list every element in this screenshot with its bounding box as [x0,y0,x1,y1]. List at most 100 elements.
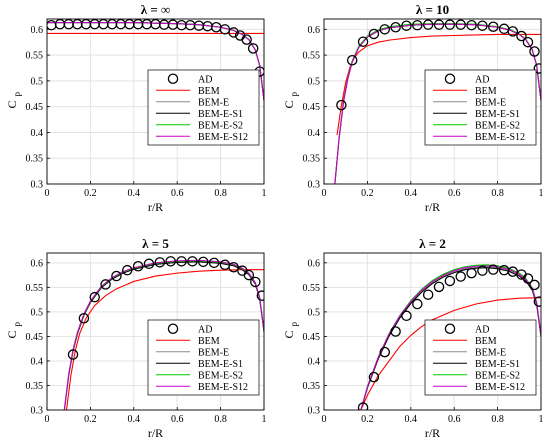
legend-label: BEM [475,86,497,97]
y-tick-label: 0.35 [26,381,44,392]
legend-label: BEM [475,336,497,347]
legend-box [424,319,537,396]
x-tick-label: 1 [539,414,544,425]
data-point-ad [100,279,111,290]
legend-label: BEM-E [475,97,506,108]
axes-frame [323,18,542,185]
legend-label: BEM-E-S2 [475,370,520,381]
y-tick-label: 0.4 [31,128,44,139]
data-point-ad [401,310,412,322]
legend-label: BEM-E-S2 [198,120,243,131]
data-point-ad [522,36,534,48]
data-point-ad [228,261,239,273]
data-point-ad [390,326,401,337]
y-tick-label: 0.4 [308,128,321,139]
data-point-ad [241,34,252,45]
y-tick-label: 0.5 [308,307,321,318]
data-point-ad [433,19,445,30]
y-tick-label: 0.3 [31,406,44,417]
y-axis-label-main: C [282,100,296,108]
legend-label: BEM-E [198,97,229,108]
y-axis-label-sub: p [289,92,299,97]
y-tick-label: 0.55 [26,51,44,62]
x-tick-label: 0 [322,188,327,199]
data-point-ad [444,19,456,30]
y-tick-label: 0.55 [26,283,44,294]
x-tick-label: 1 [262,188,267,199]
legend-label: BEM-E-S1 [475,109,520,120]
data-point-ad [78,313,90,324]
legend-box [147,69,260,146]
data-point-ad [357,402,369,410]
legend-entry-bem-e-s2: BEM-E-S2 [156,120,243,131]
data-point-ad [488,264,499,275]
legend-label: BEM-E-S2 [475,120,520,131]
x-axis-label: r/R [148,426,163,440]
data-point-ad [455,271,466,282]
x-tick-label: 0.8 [491,188,504,199]
legend-entry-ad: AD [167,73,212,85]
y-axis-label: Cp [5,322,22,339]
data-point-ad [250,276,261,288]
legend-entry-ad: AD [444,323,489,335]
chart-title: λ = 5 [142,236,169,251]
x-tick-label: 0.8 [214,188,227,199]
legend-entry-ad: AD [444,73,489,85]
data-point-ad [154,257,166,268]
legend-label: BEM-E-S1 [198,359,243,370]
legend-entry-bem-e-s12: BEM-E-S12 [433,132,525,143]
legend-entry-ad: AD [167,323,212,335]
x-tick-label: 0.2 [361,414,374,425]
data-point-ad [529,46,540,57]
x-tick-label: 1 [539,188,544,199]
x-tick-label: 0.6 [448,188,461,199]
y-tick-label: 0.35 [303,381,321,392]
x-tick-label: 0 [45,188,50,199]
axes-frame [46,18,265,185]
chart-title: λ = 10 [416,2,449,17]
y-tick-label: 0.3 [308,406,321,417]
data-point-ad [187,256,198,267]
series-lines [47,19,264,101]
legend-entry-bem-e-s1: BEM-E-S1 [433,109,520,120]
y-axis-label-main: C [282,330,296,338]
data-point-ad [401,20,412,31]
data-point-ad [516,30,527,42]
data-point-ad [477,265,488,276]
x-tick-label: 1 [262,414,267,425]
data-point-ad [176,256,187,267]
chart-panel-0: 0 0.2 0.4 0.6 0.8 1 0.3 0.35 0.4 0.45 0.5 0.55 0.6 λ … [5,2,267,214]
y-tick-label: 0.6 [31,25,44,36]
y-tick-label: 0.45 [26,102,44,113]
axes-frame [323,252,542,411]
legend-entry-bem: BEM [433,336,497,347]
legend-label: BEM-E-S1 [198,109,243,120]
legend-label: AD [475,324,489,335]
legend-label: BEM-E-S12 [198,132,248,143]
data-point-ad [529,279,540,291]
y-tick-label: 0.35 [303,154,321,165]
x-tick-label: 0.4 [405,188,418,199]
y-axis-label-sub: p [12,92,22,97]
x-tick-label: 0.6 [171,414,184,425]
data-point-ad [165,256,176,267]
legend-label: BEM-E-S2 [198,370,243,381]
x-axis-label: r/R [148,200,163,214]
legend-box [147,319,260,396]
data-point-ad [522,273,534,284]
data-point-ad [243,269,255,281]
x-tick-label: 0.4 [128,188,141,199]
legend-label: BEM [198,86,220,97]
y-tick-label: 0.45 [303,332,321,343]
legend-entry-bem-e-s12: BEM-E-S12 [156,382,248,393]
data-point-ad [197,256,209,268]
x-tick-label: 0.4 [405,414,418,425]
y-axis-label-sub: p [289,322,299,327]
legend-entry-bem-e: BEM-E [433,347,506,358]
legend-label: BEM [198,336,220,347]
y-tick-label: 0.5 [31,76,44,87]
x-tick-label: 0.6 [448,414,461,425]
